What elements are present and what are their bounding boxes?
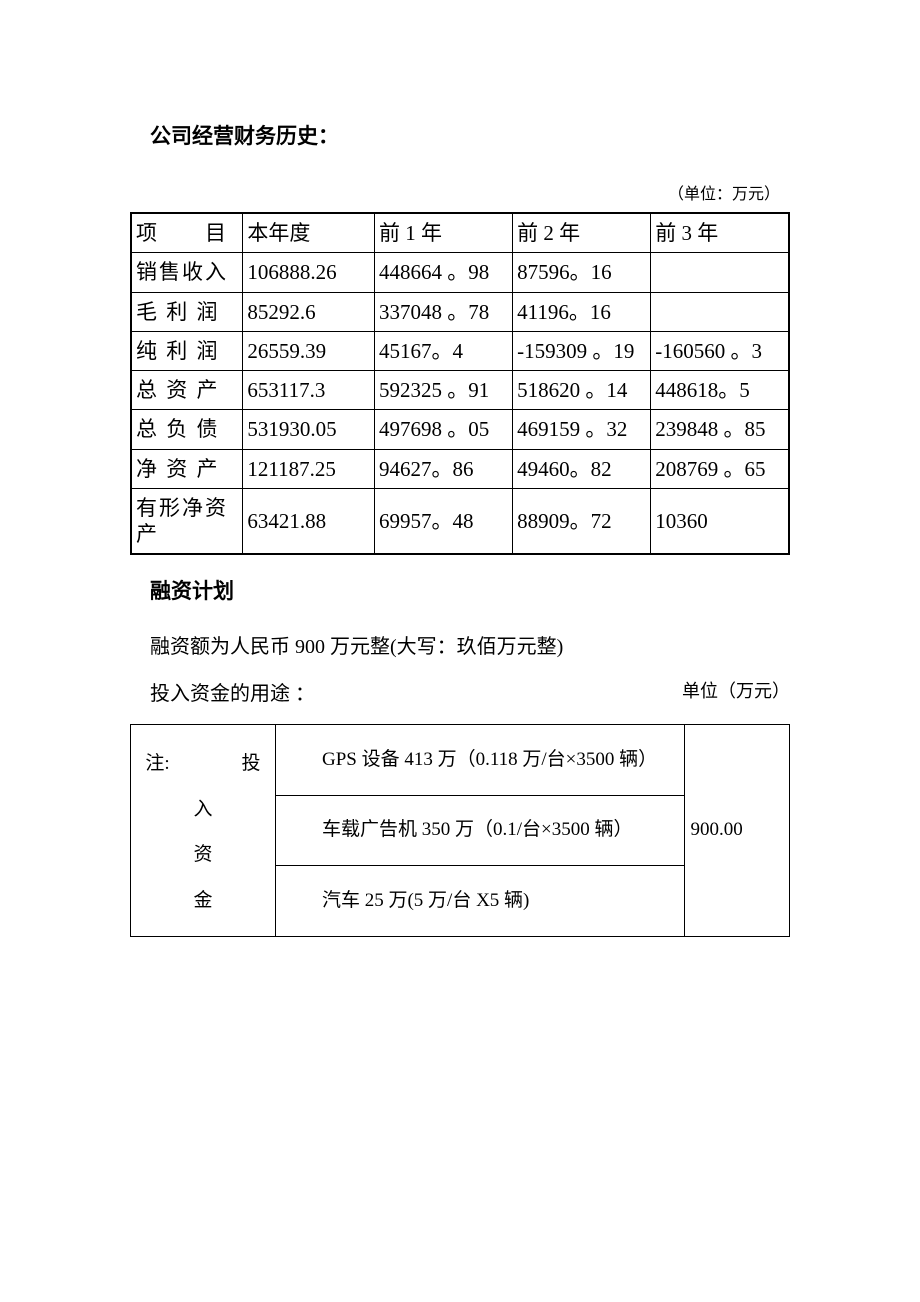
header-item: 项 目 [131, 213, 243, 253]
usage-item: GPS 设备 413 万（0.118 万/台×3500 辆） [275, 725, 684, 795]
cell: 106888.26 [243, 253, 375, 292]
funding-amount-text: 融资额为人民币 900 万元整(大写：玖佰万元整) [150, 630, 790, 659]
usage-vertical-char: 投 [242, 741, 261, 787]
cell: 239848 。85 [651, 410, 789, 449]
usage-table: 注: 投 入 资 金 GPS 设备 413 万（0.118 万/台×3500 辆… [130, 724, 790, 936]
usage-col-label: 注: 投 入 资 金 [131, 725, 276, 936]
usage-vertical-char: 入 [193, 787, 212, 833]
row-label: 净 资 产 [131, 449, 243, 488]
cell: 41196。16 [513, 292, 651, 331]
header-y3: 前 3 年 [651, 213, 789, 253]
table-row: 净 资 产 121187.25 94627。86 49460。82 208769… [131, 449, 789, 488]
finance-table: 项 目 本年度 前 1 年 前 2 年 前 3 年 销售收入 106888.26… [130, 212, 790, 555]
usage-note-label: 注: [145, 741, 169, 787]
usage-item: 车载广告机 350 万（0.1/台×3500 辆） [275, 795, 684, 865]
row-label: 总 负 债 [131, 410, 243, 449]
usage-total: 900.00 [684, 725, 789, 936]
cell: 87596。16 [513, 253, 651, 292]
cell: 531930.05 [243, 410, 375, 449]
cell: 94627。86 [374, 449, 512, 488]
table-row: 有形净资产 63421.88 69957。48 88909。72 10360 [131, 488, 789, 554]
row-label: 销售收入 [131, 253, 243, 292]
usage-label-row: 投入资金的用途 ： 单位（万元） [150, 677, 790, 706]
cell: 63421.88 [243, 488, 375, 554]
cell: 10360 [651, 488, 789, 554]
cell: 337048 。78 [374, 292, 512, 331]
cell: 208769 。65 [651, 449, 789, 488]
cell: 592325 。91 [374, 371, 512, 410]
row-label: 有形净资产 [131, 488, 243, 554]
header-y1: 前 1 年 [374, 213, 512, 253]
table-row: 总 负 债 531930.05 497698 。05 469159 。32 23… [131, 410, 789, 449]
header-y0: 本年度 [243, 213, 375, 253]
row-label: 毛 利 润 [131, 292, 243, 331]
table-row: 毛 利 润 85292.6 337048 。78 41196。16 [131, 292, 789, 331]
cell: 121187.25 [243, 449, 375, 488]
finance-history-title: 公司经营财务历史： [130, 120, 790, 150]
cell: 518620 。14 [513, 371, 651, 410]
cell: 448618。5 [651, 371, 789, 410]
usage-vertical-char: 资 [193, 832, 212, 878]
cell: 26559.39 [243, 331, 375, 370]
table-row: 总 资 产 653117.3 592325 。91 518620 。14 448… [131, 371, 789, 410]
row-label: 总 资 产 [131, 371, 243, 410]
cell: 85292.6 [243, 292, 375, 331]
cell: 45167。4 [374, 331, 512, 370]
cell: 69957。48 [374, 488, 512, 554]
usage-item: 汽车 25 万(5 万/台 X5 辆) [275, 866, 684, 936]
header-y2: 前 2 年 [513, 213, 651, 253]
usage-vertical-char: 金 [193, 878, 212, 924]
cell [651, 253, 789, 292]
usage-unit: 单位（万元） [682, 677, 790, 706]
cell: 448664 。98 [374, 253, 512, 292]
table-row: 纯 利 润 26559.39 45167。4 -159309 。19 -1605… [131, 331, 789, 370]
cell: 653117.3 [243, 371, 375, 410]
cell: 497698 。05 [374, 410, 512, 449]
funding-plan-title: 融资计划 [150, 575, 790, 605]
usage-row: 注: 投 入 资 金 GPS 设备 413 万（0.118 万/台×3500 辆… [131, 725, 790, 795]
cell: -160560 。3 [651, 331, 789, 370]
cell: 469159 。32 [513, 410, 651, 449]
row-label: 纯 利 润 [131, 331, 243, 370]
cell: -159309 。19 [513, 331, 651, 370]
table-row: 销售收入 106888.26 448664 。98 87596。16 [131, 253, 789, 292]
cell [651, 292, 789, 331]
table-header-row: 项 目 本年度 前 1 年 前 2 年 前 3 年 [131, 213, 789, 253]
cell: 88909。72 [513, 488, 651, 554]
finance-unit-label: （单位：万元） [130, 180, 790, 204]
cell: 49460。82 [513, 449, 651, 488]
usage-label: 投入资金的用途 ： [150, 677, 682, 706]
